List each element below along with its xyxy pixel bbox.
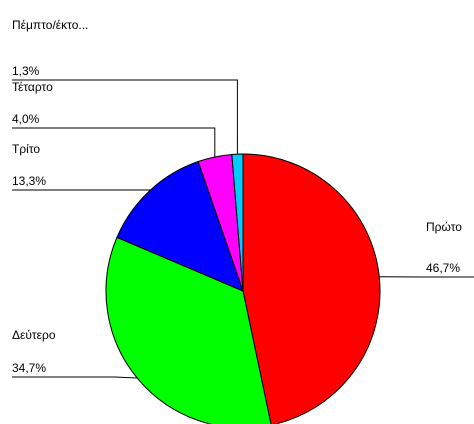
leader-line — [12, 376, 138, 379]
slice-label: Δεύτερο — [12, 328, 56, 342]
slice-value-label: 4,0% — [12, 112, 40, 126]
leader-line — [12, 127, 216, 157]
pie-slice — [242, 153, 381, 424]
slice-label: Τρίτο — [12, 142, 40, 156]
slice-value-label: 1,3% — [12, 64, 40, 78]
slice-value-label: 46,7% — [426, 261, 460, 275]
slice-value-label: 13,3% — [12, 174, 46, 188]
slice-label: Πέμπτο/έκτο... — [12, 18, 88, 32]
pie-slice — [116, 160, 244, 292]
slice-label: Τέταρτο — [12, 80, 53, 94]
pie-slice — [231, 153, 244, 292]
slice-label: Πρώτο — [426, 220, 462, 234]
pie-slice — [105, 236, 272, 424]
leader-line — [12, 189, 151, 192]
slice-value-label: 34,7% — [12, 361, 46, 375]
leader-line — [12, 79, 238, 155]
